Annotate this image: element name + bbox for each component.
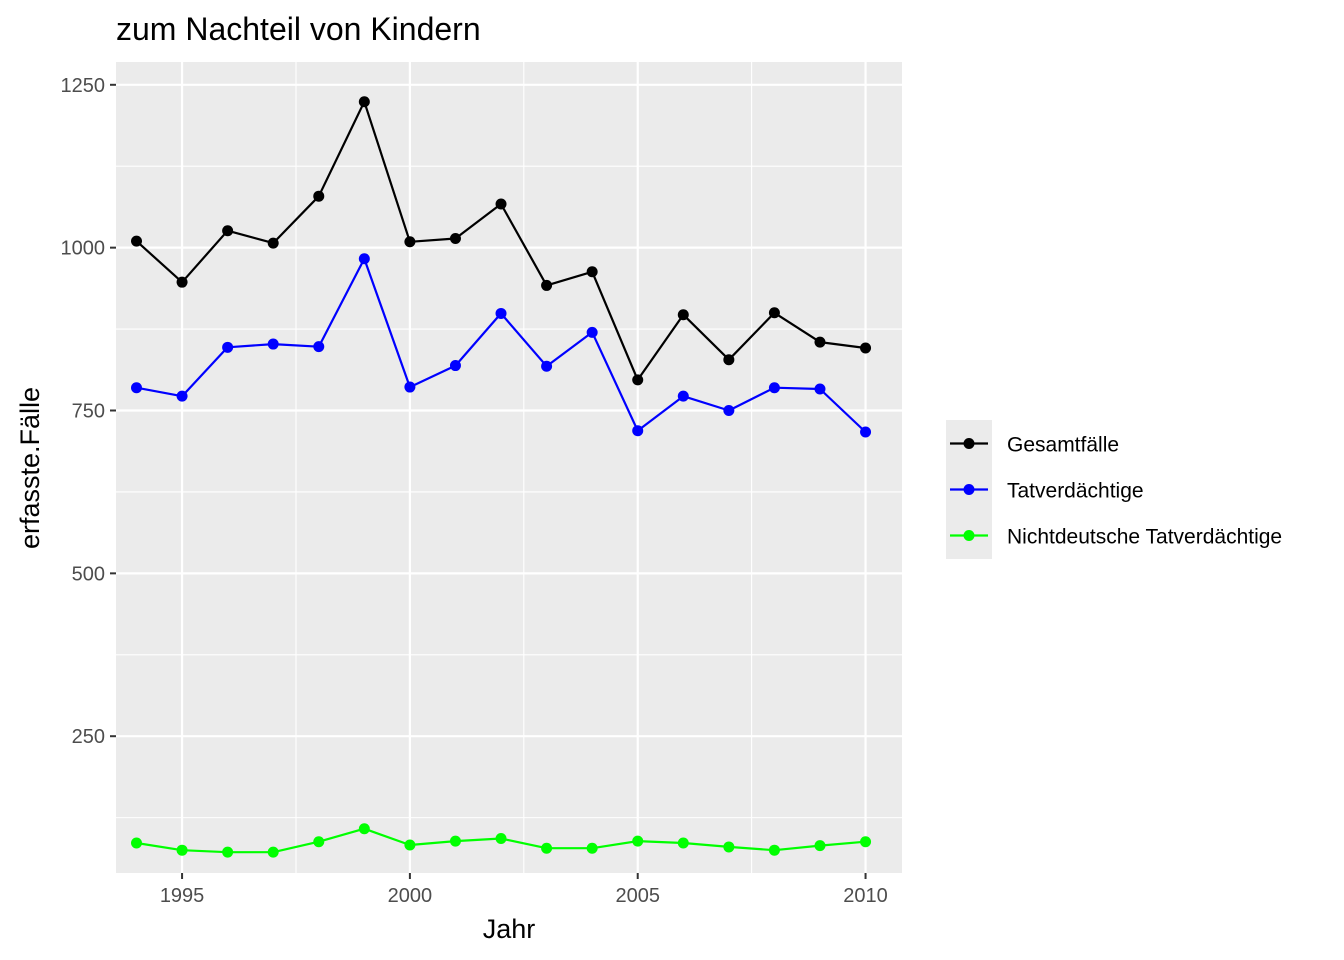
data-point [723,841,735,853]
y-axis: 250 500 750 1000 1250 [61,75,116,748]
legend-label: Tatverdächtige [1007,480,1144,503]
x-tick-label: 2010 [843,885,888,907]
data-point [860,342,872,354]
data-point [586,326,598,338]
plot-panel [116,62,902,873]
data-point [814,840,826,852]
data-point [541,279,553,291]
data-point [358,253,370,265]
data-point [814,383,826,395]
data-point [449,233,461,245]
data-point [723,354,735,366]
data-point [632,425,644,437]
y-tick-label: 750 [72,401,105,423]
data-point [677,390,689,402]
y-tick-label: 250 [72,726,105,748]
x-tick-label: 2005 [615,885,660,907]
grid-minor [116,62,902,873]
data-point [267,237,279,249]
data-point [860,426,872,438]
data-point [404,236,416,248]
data-point [313,190,325,202]
legend-key-point [963,438,975,449]
data-point [358,96,370,108]
data-point [313,341,325,353]
data-point [222,225,234,237]
data-point [814,336,826,348]
grid-major [116,62,902,873]
data-point [222,341,234,353]
data-point [723,405,735,417]
data-point [358,823,370,835]
data-point [860,836,872,848]
series-1 [131,253,872,438]
y-tick-label: 1250 [61,75,106,97]
legend: Gesamtfälle Tatverdächtige Nichtdeutsche T… [946,420,1282,559]
data-point [495,198,507,210]
y-axis-title: erfasste.Fälle [15,387,45,549]
x-tick-label: 2000 [388,885,433,907]
y-tick-label: 1000 [61,238,106,260]
data-point [677,309,689,321]
legend-item: Gesamtfälle [950,434,1119,457]
series-0 [131,96,872,386]
legend-label: Gesamtfälle [1007,434,1119,457]
data-point [632,374,644,386]
data-point [131,382,143,394]
data-point [176,276,188,288]
x-tick-label: 1995 [160,885,205,907]
data-point [131,235,143,247]
data-point [541,360,553,372]
legend-label: Nichtdeutsche Tatverdächtige [1007,526,1282,549]
data-point [449,835,461,847]
x-axis-title: Jahr [483,914,536,944]
data-point [222,846,234,858]
data-point [313,836,325,848]
chart-title: zum Nachteil von Kindern [116,11,481,47]
y-tick-label: 500 [72,563,105,585]
data-point [131,837,143,849]
legend-item: Nichtdeutsche Tatverdächtige [950,526,1282,549]
data-point [768,307,780,319]
data-point [768,844,780,856]
data-point [267,338,279,350]
series-layer [131,96,872,858]
data-point [541,842,553,854]
series-2 [131,823,872,858]
data-point [404,381,416,393]
data-point [586,266,598,278]
data-point [176,844,188,856]
legend-key-point [963,530,975,541]
data-point [404,839,416,851]
data-point [176,390,188,402]
data-point [632,835,644,847]
legend-key-point [963,484,975,495]
data-point [677,837,689,849]
data-point [768,382,780,394]
data-point [495,832,507,844]
x-axis: 1995 2000 2005 2010 [160,873,888,907]
data-point [449,360,461,372]
legend-item: Tatverdächtige [950,480,1144,503]
data-point [586,842,598,854]
data-point [495,307,507,319]
data-point [267,846,279,858]
